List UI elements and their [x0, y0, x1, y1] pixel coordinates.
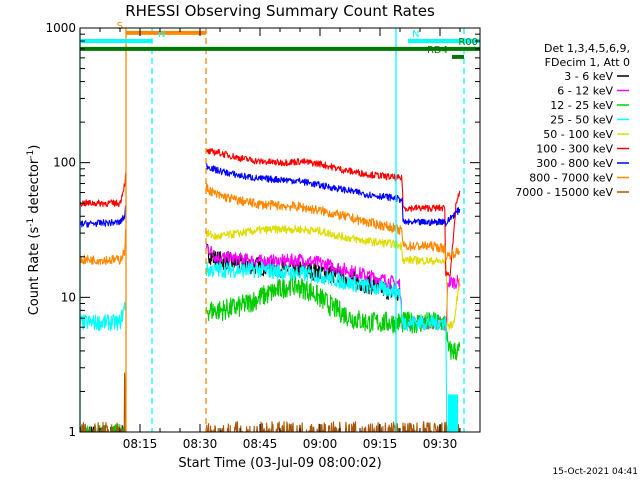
legend-label-25-50-kev: 25 - 50 keV [550, 114, 613, 127]
legend-label-800-7000-kev: 800 - 7000 keV [529, 172, 613, 185]
legend: Det 1,3,4,5,6,9, FDecim 1, Att 0 3 - 6 k… [515, 42, 630, 199]
x-tick-label-09-30: 09:30 [423, 437, 458, 451]
generation-timestamp: 15-Oct-2021 04:41 [553, 467, 638, 477]
legend-header-line-1: Det 1,3,4,5,6,9, [544, 42, 630, 55]
y-axis-label: Count Rate (s-1 detector-1) [26, 145, 42, 316]
legend-label-3-6-kev: 3 - 6 keV [564, 70, 613, 83]
annotation-layer: S N N R00 RD4 [79, 21, 480, 432]
series-line-50-100-kev [205, 224, 461, 330]
flag-label-n-1: N [158, 29, 165, 40]
axis-ticks: 08:15 08:30 08:45 09:00 09:15 09:30 1 10 100 1000 [45, 21, 480, 451]
series-layer [80, 148, 461, 432]
flag-label-n-2: N [412, 29, 419, 40]
x-tick-label-09-00: 09:00 [303, 437, 338, 451]
flag-label-rd4-4: RD4 [427, 45, 448, 56]
series-line-7000-15000-kev [80, 372, 460, 432]
legend-label-50-100-kev: 50 - 100 keV [543, 128, 613, 141]
x-tick-label-09-15: 09:15 [363, 437, 398, 451]
chart-title: RHESSI Observing Summary Count Rates [125, 2, 435, 20]
flag-label-s-0: S [117, 21, 123, 32]
x-tick-label-08-15: 08:15 [123, 437, 158, 451]
y-tick-label-100: 100 [53, 156, 76, 170]
x-axis-label: Start Time (03-Jul-09 08:00:02) [178, 456, 381, 471]
plot-area: S N N R00 RD4 [79, 21, 481, 433]
legend-header-line-2: FDecim 1, Att 0 [545, 56, 630, 69]
series-line-25-50-kev [80, 261, 456, 432]
series-line-800-7000-kev [80, 183, 461, 266]
flag-label-r00-3: R00 [458, 37, 478, 48]
series-line-300-800-kev [80, 163, 461, 228]
legend-label-300-800-kev: 300 - 800 keV [536, 157, 613, 170]
series-line-100-300-kev [80, 148, 461, 277]
legend-label-12-25-kev: 12 - 25 keV [550, 99, 613, 112]
y-tick-label-1: 1 [68, 425, 76, 439]
x-tick-label-08-30: 08:30 [183, 437, 218, 451]
series-line-12-25-kev [80, 274, 461, 432]
x-tick-label-08-45: 08:45 [243, 437, 278, 451]
y-tick-label-1000: 1000 [45, 21, 76, 35]
legend-label-100-300-kev: 100 - 300 keV [536, 143, 613, 156]
legend-label-6-12-kev: 6 - 12 keV [557, 85, 613, 98]
cyan-flag-block [448, 394, 458, 432]
y-tick-label-10: 10 [61, 290, 76, 304]
legend-label-7000-15000-kev: 7000 - 15000 keV [515, 186, 613, 199]
